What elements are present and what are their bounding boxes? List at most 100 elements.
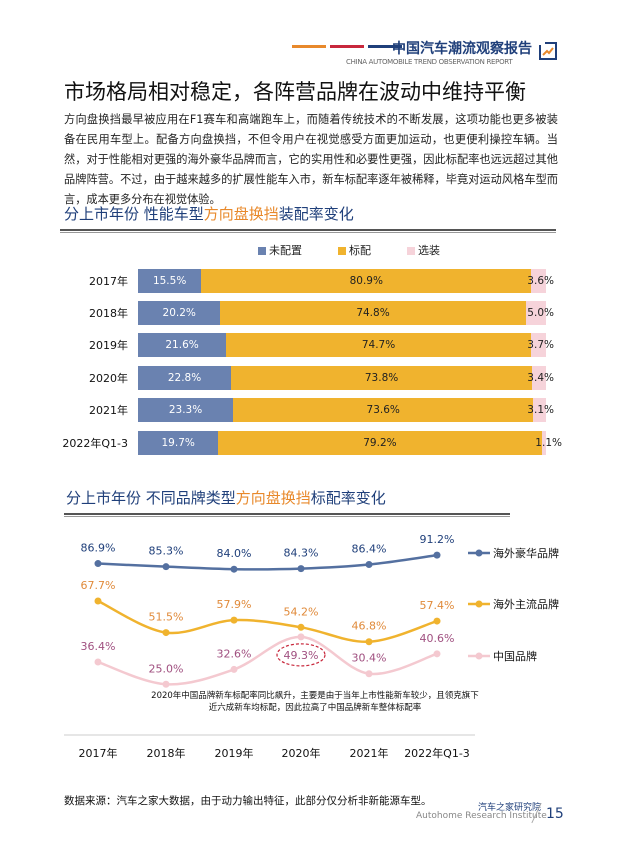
data-label: 91.2% (420, 533, 455, 546)
data-point (297, 623, 305, 631)
data-point (162, 680, 170, 688)
data-point (94, 658, 102, 666)
legend-marker (475, 600, 483, 608)
bar-segment: 3.4% (527, 366, 554, 390)
series-line (97, 553, 438, 571)
bar-segment: 80.9% (201, 269, 532, 293)
bar-category-label: 2019年 (89, 339, 128, 352)
data-point (94, 597, 102, 605)
bar-data-label: 21.6% (165, 339, 199, 351)
data-label: 57.9% (217, 598, 252, 611)
legend-item: 标配 (338, 242, 371, 258)
legend-item: 未配置 (258, 242, 302, 258)
bar-data-label: 1.1% (535, 437, 562, 449)
bar-segment: 74.8% (220, 301, 526, 325)
bar-segment: 5.0% (525, 301, 554, 325)
series-line (97, 599, 438, 643)
data-label: 30.4% (352, 652, 387, 665)
legend-label: 选装 (418, 244, 440, 257)
data-source: 数据来源：汽车之家大数据，由于动力输出特征，此部分仅分析非新能源车型。 (64, 795, 432, 807)
bar-data-label: 15.5% (152, 275, 187, 287)
page-number: 15 (546, 806, 564, 822)
bar-chart-legend: 未配置 标配 选装 (258, 242, 440, 258)
section-title-bar-chart: 分上市年份 性能车型方向盘换挡装配率变化 (64, 203, 354, 224)
legend-marker (475, 652, 483, 660)
data-point (365, 670, 373, 678)
bar-data-label: 5.0% (527, 307, 554, 319)
legend-marker (475, 549, 483, 557)
bar-segment: 79.2% (218, 431, 542, 455)
legend-label: 标配 (349, 244, 371, 257)
series-line (97, 635, 438, 686)
bar-data-label: 3.4% (527, 372, 554, 384)
x-tick-label: 2022年Q1-3 (404, 746, 470, 760)
x-tick-label: 2019年 (215, 746, 254, 760)
data-label: 86.9% (81, 542, 116, 555)
bar-data-label: 3.6% (527, 275, 554, 287)
bar-category-label: 2020年 (89, 372, 128, 385)
x-tick-label: 2018年 (147, 746, 186, 760)
section-divider (60, 229, 556, 233)
data-label: 40.6% (420, 632, 455, 645)
data-point (433, 617, 441, 625)
legend-swatch (258, 247, 266, 255)
legend-label: 中国品牌 (493, 649, 537, 663)
bar-segment: 15.5% (138, 269, 202, 293)
data-label: 57.4% (420, 599, 455, 612)
data-point (433, 551, 441, 559)
stacked-bar-chart: 2017年 15.5% 80.9% 3.6% 2018年 20.2% 74.8% 5.0% 20… (62, 269, 562, 455)
data-label: 54.2% (284, 605, 319, 618)
data-label: 25.0% (149, 662, 184, 675)
data-point (433, 650, 441, 658)
bar-data-label: 19.7% (161, 437, 195, 449)
page-title: 市场格局相对稳定，各阵营品牌在波动中维持平衡 (64, 80, 526, 104)
highlight-ellipse (276, 643, 326, 667)
title-part: 标配率变化 (310, 489, 386, 507)
data-point (230, 665, 238, 673)
title-highlight: 方向盘换挡 (235, 489, 311, 507)
bar-segment: 21.6% (138, 333, 227, 357)
bar-data-label: 23.3% (168, 404, 203, 416)
bar-data-label: 20.2% (162, 307, 196, 319)
bar-segment: 3.7% (527, 333, 554, 357)
bar-data-label: 73.6% (366, 404, 400, 416)
bar-segment: 1.1% (535, 431, 562, 455)
bar-segment: 73.6% (233, 398, 534, 422)
bar-category-label: 2021年 (89, 404, 128, 417)
data-label: 36.4% (81, 640, 116, 653)
header-color-bars (292, 45, 402, 49)
legend-swatch (338, 247, 346, 255)
data-label: 49.3% (284, 649, 319, 662)
bar-data-label: 3.7% (527, 339, 554, 351)
bar-segment: 20.2% (138, 301, 221, 325)
legend-swatch (407, 247, 415, 255)
bar-segment: 22.8% (138, 366, 232, 390)
x-tick-label: 2021年 (350, 746, 389, 760)
trend-chart-icon (539, 42, 557, 60)
data-point (230, 616, 238, 624)
bar-segment: 74.7% (226, 333, 531, 357)
title-part: 分上市年份 性能车型 (64, 205, 204, 223)
chart-annotation: 2020年中国品牌新车标配率同比飙升，主要是由于当年上市性能新车较少，且领克旗下… (151, 691, 479, 713)
intro-paragraph: 方向盘换挡最早被应用在F1赛车和高端跑车上，而随着传统技术的不断发展，这项功能也… (64, 113, 558, 206)
bar-segment: 19.7% (138, 431, 219, 455)
legend-item: 选装 (407, 242, 440, 258)
data-point (365, 638, 373, 646)
org-name-en: Autohome Research Institute (416, 811, 547, 821)
data-label: 86.4% (352, 543, 387, 556)
data-point (162, 563, 170, 571)
bar-data-label: 79.2% (363, 437, 397, 449)
data-label: 46.8% (352, 620, 387, 633)
legend-label: 海外主流品牌 (493, 597, 559, 611)
data-label: 67.7% (81, 579, 116, 592)
data-point (297, 565, 305, 573)
data-point (162, 629, 170, 637)
data-point (230, 565, 238, 573)
section-divider (64, 513, 510, 517)
line-chart: 2017年 2018年 2019年 2020年 2021年 2022年Q1-3 86.9% 8… (64, 533, 559, 760)
bar-segment: 3.1% (527, 398, 554, 422)
data-point (297, 633, 305, 641)
bar-category-label: 2017年 (89, 275, 128, 288)
data-label: 32.6% (217, 647, 252, 660)
org-name-cn: 汽车之家研究院 (478, 803, 542, 813)
